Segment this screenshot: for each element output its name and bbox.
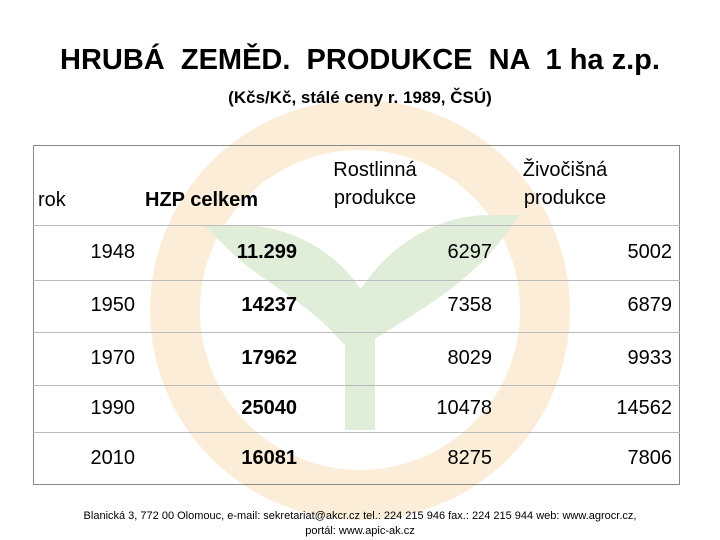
column-header: Živočišná produkce	[522, 159, 608, 209]
table-cell: 25040	[241, 396, 297, 419]
row-divider	[33, 225, 680, 226]
title: HRUBÁ ZEMĚD. PRODUKCE NA 1 ha z.p.	[60, 44, 660, 76]
table-cell: 2010	[90, 446, 136, 469]
table-cell: 9933	[627, 346, 673, 369]
table-cell: 6297	[447, 240, 493, 263]
column-header: rok	[38, 189, 66, 211]
table-cell: 10478	[436, 396, 492, 419]
table-cell: 1990	[90, 396, 136, 419]
table-cell: 17962	[241, 346, 297, 369]
table-cell: 6879	[627, 294, 673, 316]
subtitle: (Kčs/Kč, stálé ceny r. 1989, ČSÚ)	[228, 88, 492, 107]
table-cell: 14562	[616, 396, 672, 419]
table-cell: 5002	[627, 240, 673, 263]
table-cell: 11.299	[236, 240, 297, 263]
table-cell: 8029	[447, 346, 493, 369]
column-header: Rostlinná produkce	[333, 159, 417, 209]
table-cell: 1948	[90, 240, 136, 263]
table-cell: 8275	[447, 446, 493, 469]
column-header: HZP celkem	[145, 189, 259, 211]
footer-text: portál: www.apic-ak.cz	[305, 525, 415, 537]
table-cell: 14237	[241, 294, 297, 316]
row-divider	[33, 280, 680, 281]
table-cell: 16081	[241, 446, 297, 469]
table-cell: 7806	[627, 446, 673, 469]
row-divider	[33, 385, 680, 386]
row-divider	[33, 432, 680, 433]
table-cell: 1950	[90, 294, 136, 316]
footer-text: Blanická 3, 772 00 Olomouc, e-mail: sekr…	[83, 510, 637, 522]
row-divider	[33, 332, 680, 333]
table-cell: 1970	[90, 346, 136, 369]
table-cell: 7358	[447, 294, 493, 316]
table	[33, 145, 680, 485]
